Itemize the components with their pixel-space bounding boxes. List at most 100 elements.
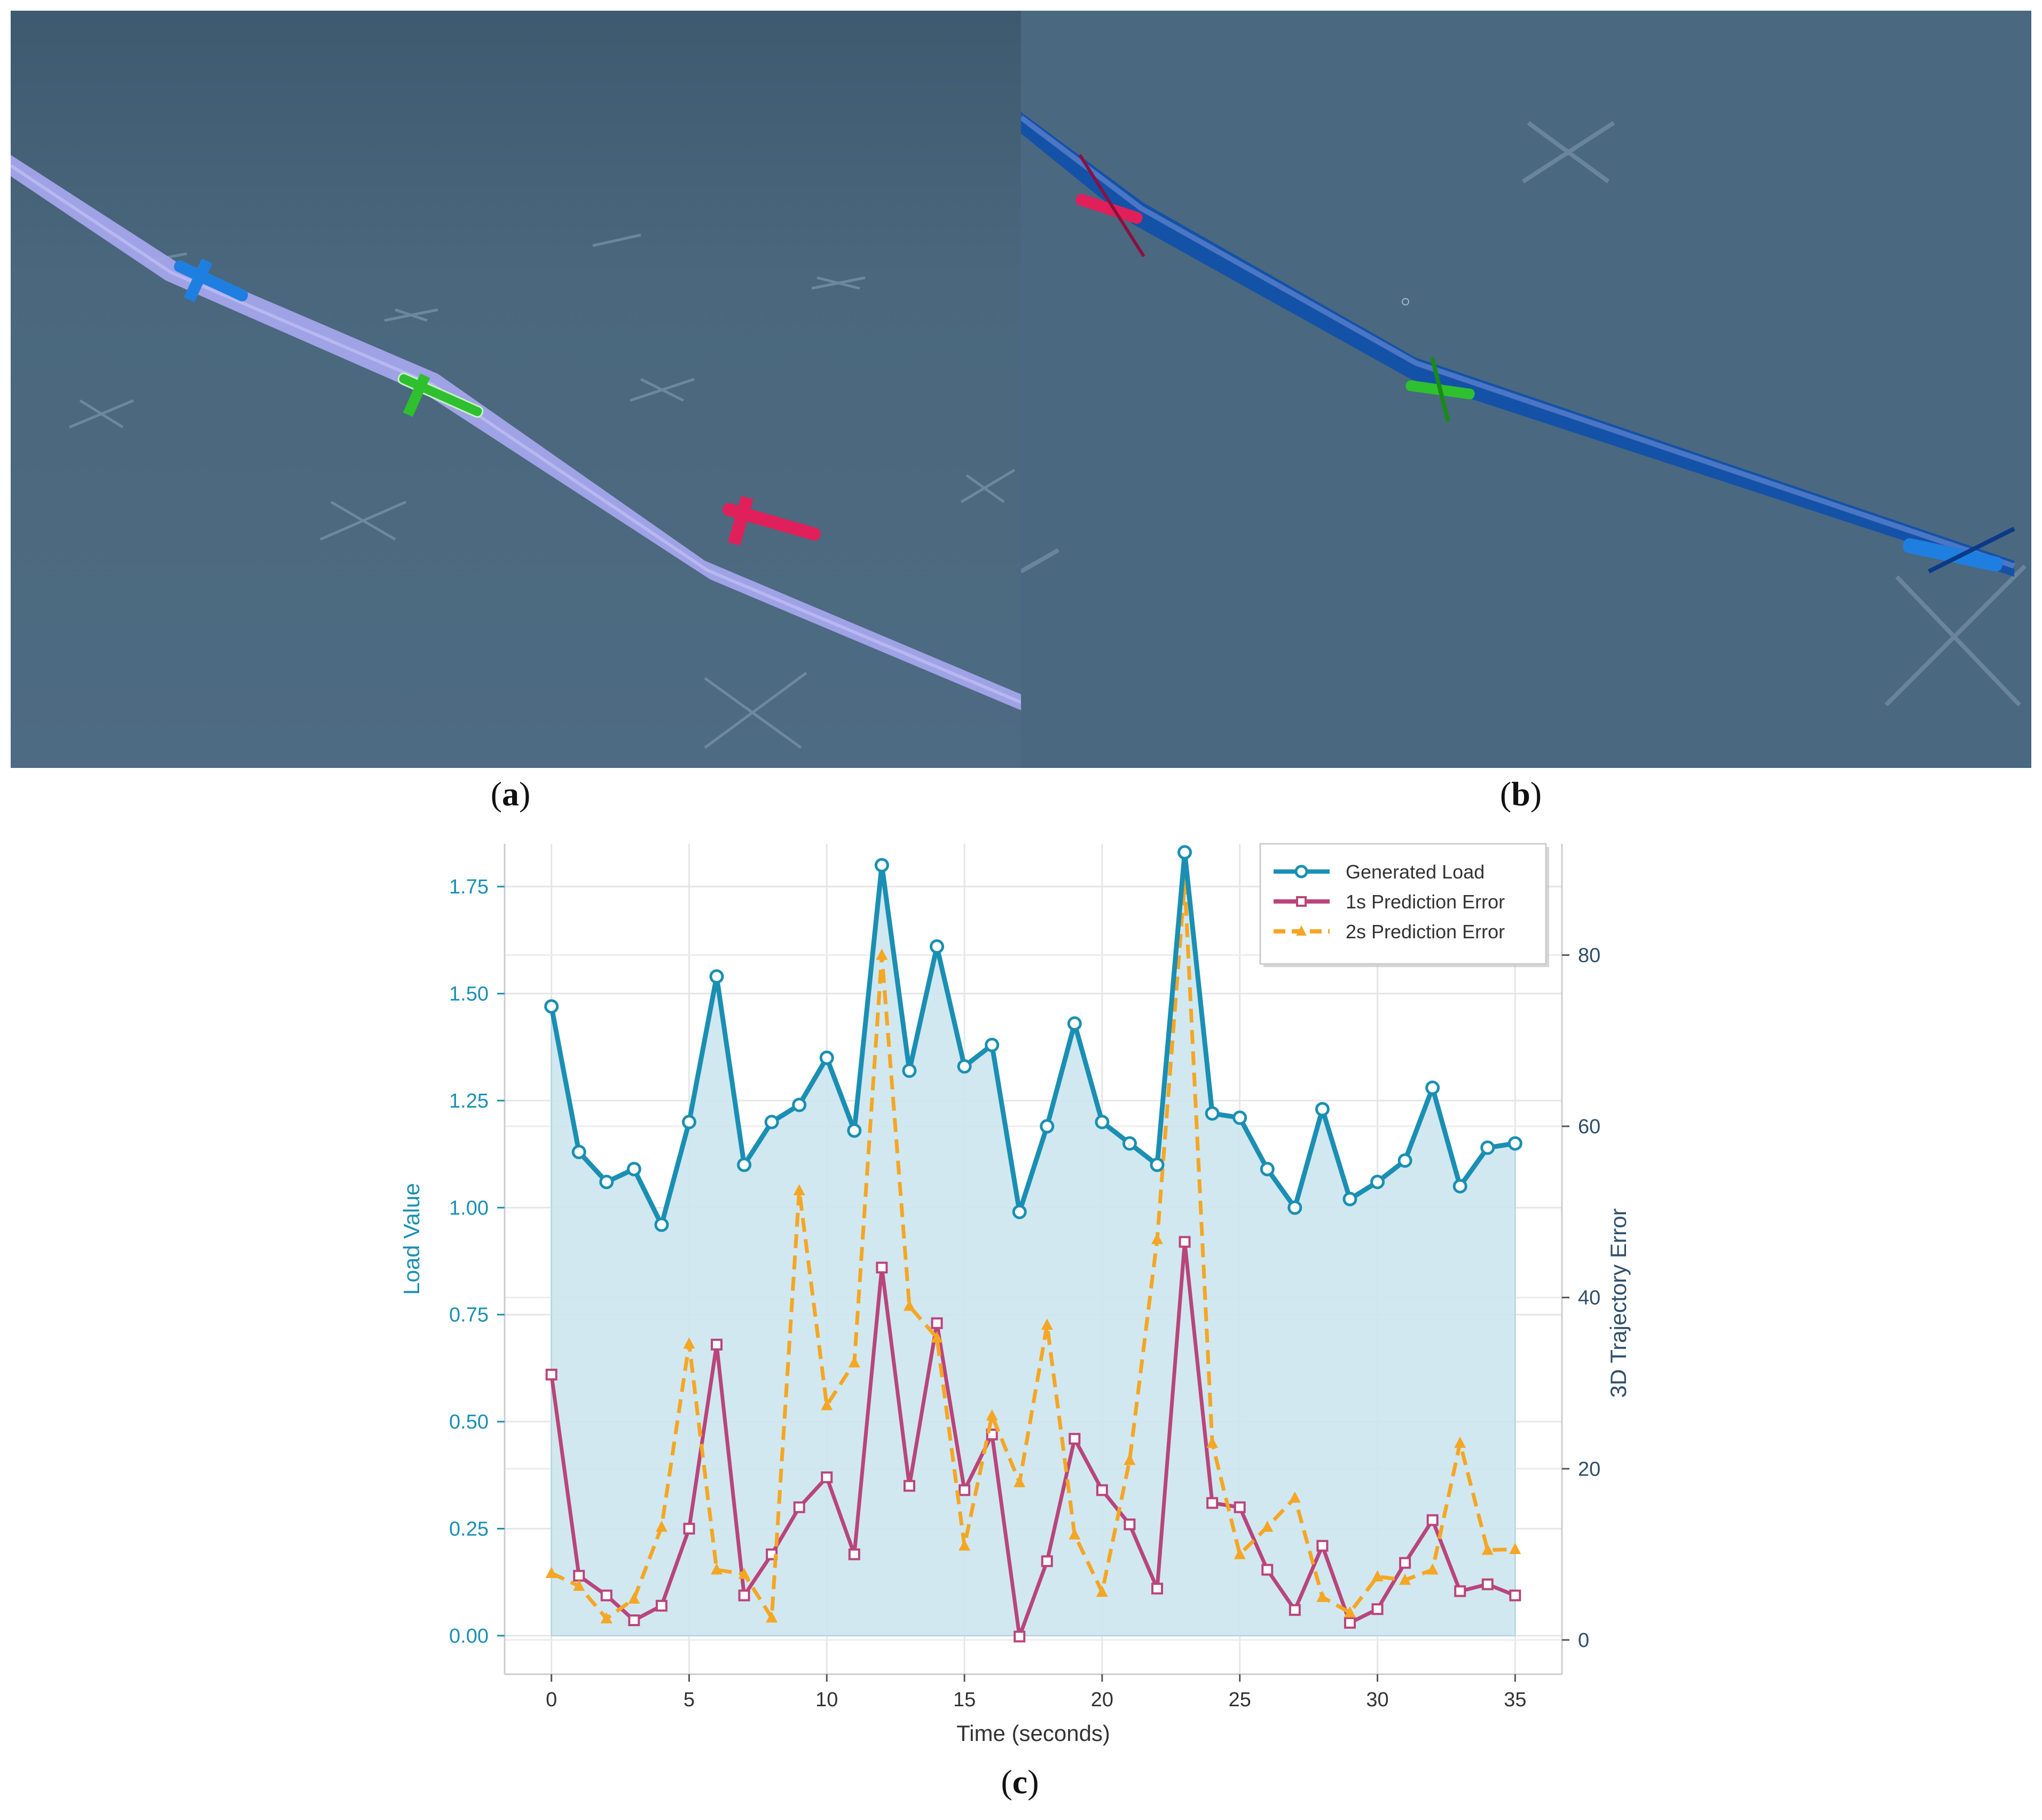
data-point (1454, 1437, 1466, 1448)
data-point (571, 1144, 586, 1159)
data-point (1371, 1603, 1384, 1615)
data-point (683, 1337, 695, 1349)
left-tick-label: 1.50 (449, 983, 489, 1006)
data-point (1287, 1200, 1302, 1215)
ground-markers (69, 233, 1016, 749)
red-aircraft-icon (722, 496, 821, 546)
data-point (628, 1614, 640, 1627)
data-point (1014, 1630, 1026, 1643)
data-point (654, 1217, 669, 1232)
data-point (1480, 1140, 1495, 1155)
data-point (821, 1399, 833, 1410)
data-point (874, 858, 889, 873)
data-point (1289, 1491, 1301, 1503)
data-point (1454, 1585, 1466, 1597)
data-point (544, 999, 559, 1014)
data-point (1509, 1589, 1521, 1602)
panel-b-scene (1021, 11, 2031, 768)
data-point (1179, 1236, 1191, 1248)
tick-labels: 0 5 10 15 20 25 30 35 0.00 0.25 0.50 0.75 1.00 1.25 1.… (449, 876, 1600, 1711)
data-point (1040, 1119, 1055, 1134)
data-point (709, 969, 724, 984)
data-point (821, 1471, 833, 1484)
data-point (1124, 1518, 1136, 1531)
chart-canvas: 0 5 10 15 20 25 30 35 0.00 0.25 0.50 0.75 1.00 1.25 1.… (399, 843, 1631, 1746)
data-point (1397, 1153, 1412, 1168)
data-point (986, 1409, 998, 1421)
data-point (655, 1520, 667, 1532)
data-point (655, 1599, 667, 1612)
data-point (711, 1338, 723, 1351)
data-point (1316, 1590, 1329, 1602)
left-tick-label: 0.00 (449, 1625, 489, 1648)
data-point (626, 1162, 641, 1176)
legend-label: 2s Prediction Error (1346, 921, 1505, 943)
x-tick-label: 15 (953, 1689, 976, 1711)
data-point (1426, 1563, 1439, 1575)
series-2s-prediction-error (545, 876, 1521, 1623)
data-point (681, 1115, 696, 1129)
data-point (1342, 1191, 1357, 1206)
panel-b-canvas (1021, 112, 2027, 707)
series-1s-prediction-error (545, 1236, 1521, 1643)
panel-a-scene (11, 11, 1021, 768)
data-point (1399, 1573, 1411, 1585)
data-point (848, 1548, 860, 1560)
data-point (793, 1501, 805, 1513)
data-point (1316, 1540, 1329, 1552)
data-point (764, 1115, 779, 1129)
data-point (1370, 1174, 1385, 1189)
data-point (1151, 1582, 1164, 1595)
data-point (792, 1097, 807, 1112)
left-tick-label: 1.00 (449, 1197, 489, 1219)
chart-legend: Generated Load 1s Prediction Error 2s Pred… (1259, 843, 1549, 967)
right-tick-label: 0 (1578, 1629, 1589, 1652)
data-point (573, 1579, 585, 1591)
data-point (573, 1570, 585, 1582)
data-point (1206, 1497, 1219, 1509)
x-tick-label: 25 (1229, 1689, 1251, 1711)
data-point (1507, 1136, 1522, 1151)
data-point (1012, 1204, 1027, 1219)
caption-a: (a) (490, 775, 531, 813)
data-point (847, 1123, 862, 1138)
data-point (600, 1612, 612, 1623)
data-point (959, 1484, 971, 1496)
x-tick-label: 0 (546, 1689, 557, 1711)
right-tick-label: 80 (1578, 944, 1600, 967)
data-point (1150, 1157, 1165, 1172)
data-point (1124, 1454, 1136, 1465)
legend-marker (1294, 865, 1308, 878)
data-point (738, 1567, 750, 1579)
legend-label: 1s Prediction Error (1346, 891, 1505, 913)
right-axis-label: 3D Trajectory Error (1606, 1209, 1631, 1398)
data-point (1041, 1555, 1053, 1567)
right-tick-label: 20 (1578, 1458, 1600, 1480)
data-point (903, 1480, 915, 1492)
data-point (599, 1174, 614, 1189)
data-point (1096, 1586, 1108, 1597)
data-point (931, 1317, 943, 1329)
data-point (1260, 1162, 1275, 1176)
left-tick-label: 0.25 (449, 1518, 489, 1540)
data-point (1371, 1570, 1384, 1582)
generated-load-fill (551, 852, 1516, 1636)
x-axis-label: Time (seconds) (956, 1721, 1110, 1746)
data-point (876, 1261, 888, 1274)
data-point (683, 1523, 695, 1535)
data-point (738, 1589, 750, 1602)
panel-c-chart: 0 5 10 15 20 25 30 35 0.00 0.25 0.50 0.75 1.00 1.25 1.… (374, 833, 1666, 1752)
data-point (737, 1157, 752, 1172)
data-point (1426, 1514, 1439, 1526)
data-point (1509, 1542, 1521, 1554)
data-point (711, 1563, 723, 1575)
data-point (959, 1539, 971, 1551)
data-point (819, 1050, 834, 1065)
data-point (1096, 1484, 1108, 1496)
data-point (1177, 845, 1192, 860)
data-point (1232, 1110, 1247, 1125)
data-point (1289, 1604, 1301, 1616)
legend-label: Generated Load (1346, 861, 1485, 883)
data-point (1481, 1578, 1494, 1590)
data-point (902, 1063, 917, 1078)
